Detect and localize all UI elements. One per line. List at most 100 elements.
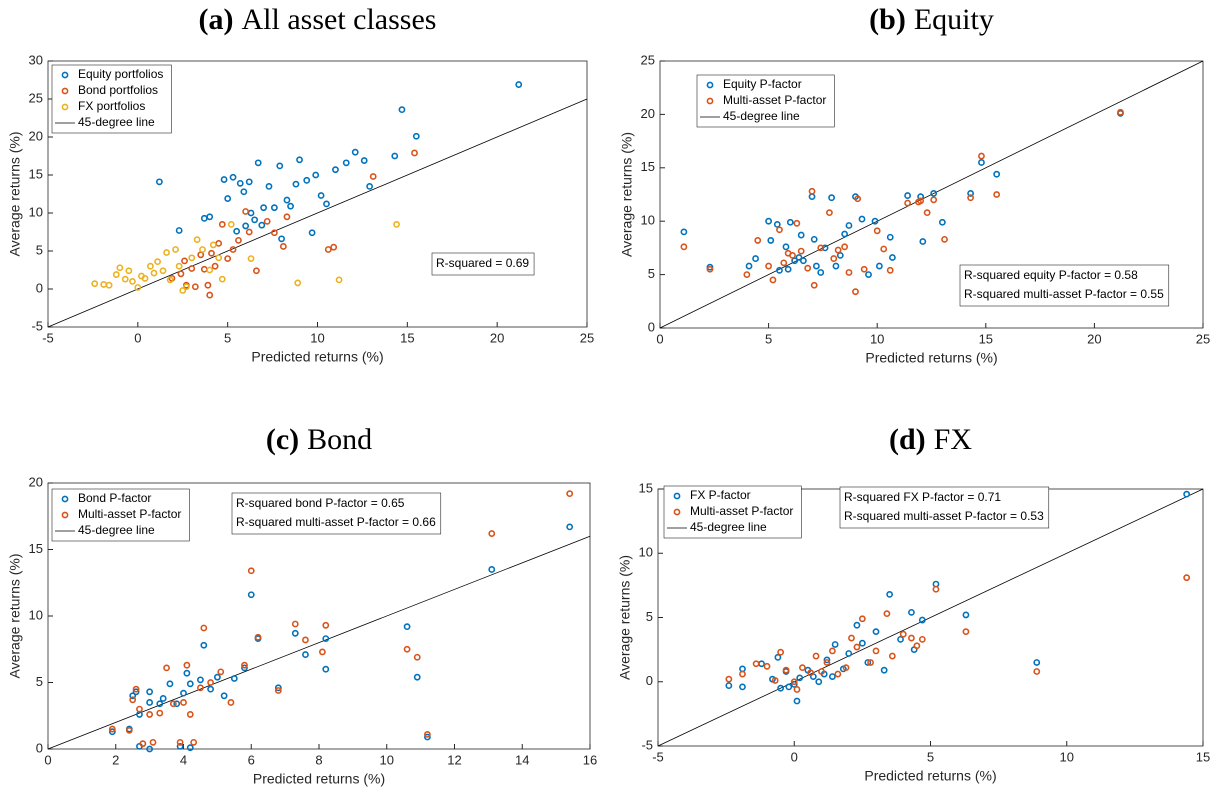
point [834, 670, 842, 678]
point [206, 213, 214, 221]
reference-line [47, 98, 588, 328]
point [815, 678, 823, 686]
point [875, 262, 883, 270]
point [155, 178, 163, 186]
x-tick-label: 25 [1196, 331, 1210, 346]
point [777, 684, 785, 692]
point [283, 213, 291, 221]
point [217, 668, 225, 676]
point [962, 628, 970, 636]
point [706, 265, 714, 273]
y-tick-label: 0 [646, 673, 653, 688]
point [883, 610, 891, 618]
point [136, 705, 143, 713]
point [146, 699, 154, 706]
legend-marker [61, 495, 69, 503]
point [330, 243, 338, 251]
x-tick-label: 6 [248, 752, 255, 767]
point [488, 530, 496, 537]
point [854, 195, 862, 203]
y-tick-label: 5 [36, 242, 43, 257]
point [199, 246, 206, 253]
point [182, 283, 190, 291]
point [150, 269, 158, 277]
legend-label: 45-degree line [723, 109, 800, 123]
point [771, 677, 779, 684]
point [962, 611, 970, 619]
x-tick-label: 0 [44, 752, 51, 767]
point [260, 204, 267, 212]
y-tick-label: 10 [29, 607, 43, 622]
point [810, 281, 818, 289]
panel-title-text: All asset classes [242, 3, 437, 36]
point [163, 664, 170, 672]
point [393, 220, 400, 228]
annotation-box [959, 264, 1170, 307]
point [229, 246, 237, 253]
annotation-box [839, 486, 1050, 529]
point [218, 275, 226, 283]
point [186, 680, 194, 688]
annotation-text: R-squared = 0.69 [436, 256, 529, 270]
point [296, 156, 303, 164]
point [860, 265, 868, 273]
point [204, 281, 212, 289]
y-tick-label: -5 [641, 737, 653, 752]
point [773, 221, 781, 228]
point [183, 669, 191, 677]
point [188, 265, 196, 272]
point [873, 227, 881, 235]
point [831, 641, 839, 648]
panel-title-text: Equity [914, 3, 994, 36]
x-tick-label: 4 [180, 752, 187, 767]
point [360, 157, 368, 164]
point [841, 230, 849, 238]
point [292, 180, 300, 188]
x-tick-label: 15 [1196, 749, 1210, 764]
legend-marker [673, 508, 681, 516]
y-axis-label: Average returns (%) [617, 555, 633, 680]
point [1183, 574, 1191, 582]
point [159, 695, 167, 702]
point [403, 645, 411, 653]
point [247, 591, 255, 599]
legend-label: 45-degree line [690, 520, 767, 534]
point [279, 243, 287, 250]
point [888, 652, 896, 660]
annotation: R-squared bond P-factor = 0.65 R-squared … [231, 492, 442, 535]
point [793, 219, 801, 227]
point [134, 284, 142, 291]
point [743, 271, 751, 278]
point [227, 699, 235, 706]
panel: (c) Bond 0 2 4 6 8 10 12 14 16 0 5 10 15 20 Predicted re… [7, 423, 598, 787]
point [739, 683, 746, 691]
point [291, 629, 299, 637]
point [842, 664, 850, 672]
point [235, 236, 242, 244]
point [872, 628, 880, 636]
x-tick-label: 10 [380, 752, 394, 767]
point [818, 668, 825, 675]
annotation-text: R-squared multi-asset P-factor = 0.53 [844, 509, 1044, 523]
y-tick-label: 25 [641, 52, 655, 67]
legend-label: Multi-asset P-factor [723, 93, 826, 107]
panel: (b) Equity 0 5 10 15 20 25 0 5 10 15 20 25 Predicted r… [619, 3, 1211, 366]
point [858, 639, 866, 647]
x-tick-label: 20 [490, 330, 504, 345]
x-tick-label: 15 [400, 330, 414, 345]
point [166, 680, 174, 688]
point [180, 689, 187, 697]
point [274, 687, 282, 694]
y-tick-label: 5 [36, 674, 43, 689]
point [173, 700, 181, 708]
point [105, 281, 113, 289]
point [799, 664, 806, 672]
point [149, 738, 157, 746]
point [116, 264, 124, 272]
point [752, 660, 760, 668]
point [797, 231, 805, 239]
point [190, 738, 198, 746]
point [826, 209, 833, 217]
y-tick-label: 15 [641, 159, 655, 174]
point [156, 709, 164, 717]
